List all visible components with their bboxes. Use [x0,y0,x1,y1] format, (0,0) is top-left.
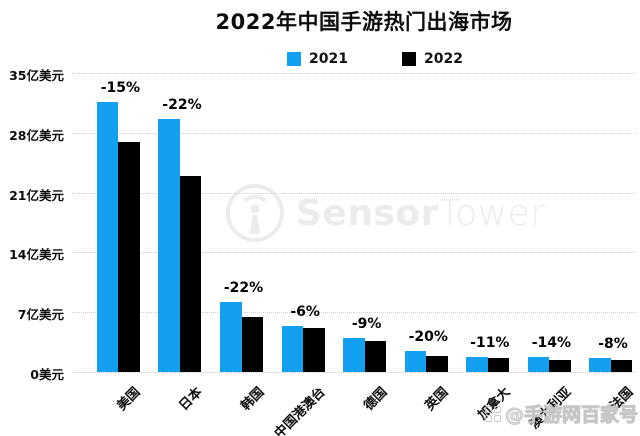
bar-2021-韩国 [220,301,242,372]
change-label-加拿大: -11% [470,334,510,351]
x-axis-label-德国: 德国 [361,384,391,414]
baijiahao-watermark-text: @手游网百家号 [504,404,638,427]
y-tick-label: 0美元 [30,367,64,382]
x-axis-label-美国: 美国 [114,384,144,414]
gridline-14 [72,252,636,254]
bar-2021-中国港澳台 [281,325,304,372]
sensortower-text-light: Tower [438,192,546,234]
change-label-韩国: -22% [223,279,264,296]
gridline-35 [72,73,636,74]
bar-2021-法国 [589,358,611,372]
bar-2021-加拿大 [466,356,488,372]
y-tick-label: 35亿美元 [9,68,64,83]
x-axis-label-中国港澳台: 中国港澳台 [271,384,329,436]
bar-2022-美国 [118,142,140,372]
change-label-澳大利亚: -14% [531,335,572,352]
legend-swatch-2021 [287,52,301,66]
bar-2022-韩国 [241,317,264,372]
bar-2022-法国 [610,359,633,372]
bar-2022-德国 [364,341,387,372]
x-axis-label-韩国: 韩国 [237,384,267,414]
change-label-日本: -22% [162,97,202,114]
change-label-中国港澳台: -6% [290,303,320,320]
bar-2022-澳大利亚 [549,359,571,372]
change-label-英国: -20% [408,329,448,346]
chart-title: 2022年中国手游热门出海市场 [215,10,513,34]
bar-2021-日本 [158,119,180,372]
gridline-21 [72,192,636,194]
baijiahao-watermark: @手游网百家号 [484,400,639,427]
bar-2021-澳大利亚 [527,357,550,372]
legend-label-2022: 2022 [423,51,463,67]
x-axis-label-英国: 英国 [422,384,452,414]
change-label-德国: -9% [351,315,382,332]
bar-2022-英国 [426,355,448,372]
sensortower-logo-icon [226,184,284,242]
sensortower-watermark: SensorTower [224,182,546,244]
gridline-28 [72,132,636,134]
bar-2021-美国 [96,102,119,372]
sensortower-logo-text: SensorTower [296,193,546,234]
x-axis-label-日本: 日本 [176,384,206,414]
gridline-7 [72,312,636,314]
gridline-0 [72,372,636,373]
sensortower-text-bold: Sensor [296,192,439,234]
y-tick-label: 14亿美元 [9,247,64,263]
bar-2022-日本 [179,175,202,372]
legend-item-2021: 2021 [287,51,348,67]
bar-2021-英国 [404,351,427,372]
legend-swatch-2022 [401,52,416,66]
legend-label-2021: 2021 [309,51,348,67]
legend-item-2022: 2022 [401,51,463,67]
y-tick-label: 7亿美元 [17,307,64,323]
y-tick-label: 28亿美元 [9,127,64,143]
y-tick-label: 21亿美元 [9,187,64,203]
change-label-法国: -8% [598,336,628,353]
baijiahao-logo-icon [484,405,501,422]
legend: 2021 2022 [287,51,463,67]
bar-2022-加拿大 [487,358,510,372]
change-label-美国: -15% [100,80,141,97]
bar-2021-德国 [343,337,365,372]
bar-2022-中国港澳台 [303,328,325,372]
